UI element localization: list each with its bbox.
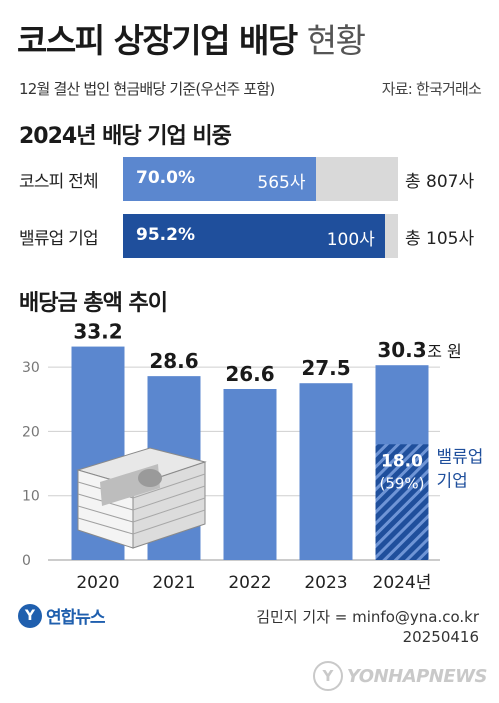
dividend-bar-chart: 0 10 20 30 33.2 2020 28.6 2021 26.6 2022 27.5 2023…: [22, 320, 484, 593]
value-label-2021: 28.6: [149, 349, 198, 373]
yonhap-logo-text: 연합뉴스: [46, 608, 106, 628]
share-count-kospi: 565사: [257, 173, 306, 193]
row-label-valueup: 밸류업 기업: [19, 229, 99, 249]
highlight-bar-valueup: [375, 444, 429, 560]
share-track-kospi: 70.0% 565사: [123, 157, 398, 201]
section1-title: 2024년 배당 기업 비중: [19, 124, 232, 149]
unit-label: 조 원: [427, 342, 462, 361]
share-value-valueup: 95.2%: [136, 225, 195, 245]
y-tick-label-0: 0: [22, 553, 31, 569]
share-value-kospi: 70.0%: [136, 168, 195, 188]
watermark-text: YONHAPNEWS: [346, 665, 488, 687]
highlight-name-line1: 밸류업: [437, 447, 484, 467]
row-label-kospi: 코스피 전체: [19, 172, 99, 192]
x-tick-label-2020: 2020: [76, 573, 119, 593]
money-stack-icon: [76, 447, 207, 549]
yonhap-logo-mark: Y: [18, 603, 42, 628]
section2-title: 배당금 총액 추이: [19, 291, 168, 316]
title-light: 현황: [306, 21, 366, 60]
reporter-credit: 김민지 기자 = minfo@yna.co.kr: [256, 608, 479, 626]
publish-date: 20250416: [402, 628, 479, 646]
x-tick-label-2021: 2021: [152, 573, 195, 593]
value-label-2020: 33.2: [73, 320, 122, 344]
total-kospi: 총 807사: [405, 172, 475, 192]
total-valueup: 총 105사: [405, 229, 475, 249]
share-count-valueup: 100사: [326, 230, 375, 250]
value-label-2023: 27.5: [301, 356, 350, 380]
share-fill-kospi: [123, 157, 316, 201]
x-tick-label-2024년: 2024년: [373, 573, 432, 593]
subtitle-row: 12월 결산 법인 현금배당 기준(우선주 포함) 자료: 한국거래소: [19, 78, 482, 99]
page-title: 코스피 상장기업 배당 현황: [17, 14, 366, 62]
highlight-share-label: (59%): [379, 474, 424, 492]
x-tick-label-2023: 2023: [304, 573, 347, 593]
watermark-logo-icon: Y: [312, 661, 343, 691]
x-tick-label-2022: 2022: [228, 573, 271, 593]
highlight-name-line2: 기업: [437, 471, 468, 491]
title-main: 코스피 상장기업 배당: [17, 21, 298, 60]
yonhapnews-watermark: Y YONHAPNEWS: [312, 661, 488, 691]
y-tick-label-20: 20: [22, 424, 40, 440]
bar-2022: [223, 389, 277, 560]
highlight-value-label: 18.0: [381, 451, 423, 471]
share-track-valueup: 95.2% 100사: [123, 214, 398, 258]
value-label-2022: 26.6: [225, 362, 274, 386]
y-tick-label-30: 30: [22, 360, 40, 376]
bar-2023: [299, 383, 353, 560]
y-tick-label-10: 10: [22, 489, 40, 505]
value-label-2024년: 30.3: [377, 338, 426, 362]
share-fill-valueup: [123, 214, 385, 258]
source-note: 자료: 한국거래소: [381, 80, 482, 98]
subtitle: 12월 결산 법인 현금배당 기준(우선주 포함): [19, 80, 275, 98]
yonhap-logo: Y 연합뉴스: [18, 603, 106, 628]
